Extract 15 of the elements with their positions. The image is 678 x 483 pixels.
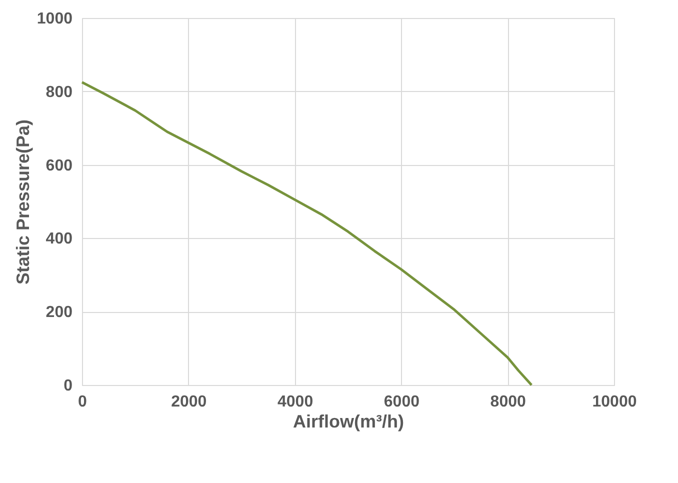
- x-tick-label: 4000: [278, 394, 314, 410]
- x-tick-label: 2000: [171, 394, 207, 410]
- y-axis-title: Static Pressure(Pa): [12, 119, 33, 285]
- y-tick-label: 200: [46, 304, 73, 322]
- x-tick-label: 10000: [592, 394, 637, 410]
- x-axis-title: Airflow(m³/h): [293, 412, 404, 432]
- y-tick-label: 0: [64, 378, 73, 394]
- y-tick-label: 600: [46, 157, 73, 174]
- x-tick-label: 0: [78, 394, 88, 410]
- line-series: [80, 80, 533, 386]
- y-tick-label: 1000: [36, 10, 73, 28]
- x-tick-label: 6000: [384, 394, 420, 410]
- y-tick-label: 400: [46, 230, 73, 248]
- y-tick-label: 800: [46, 84, 73, 101]
- x-tick-label: 8000: [490, 394, 526, 410]
